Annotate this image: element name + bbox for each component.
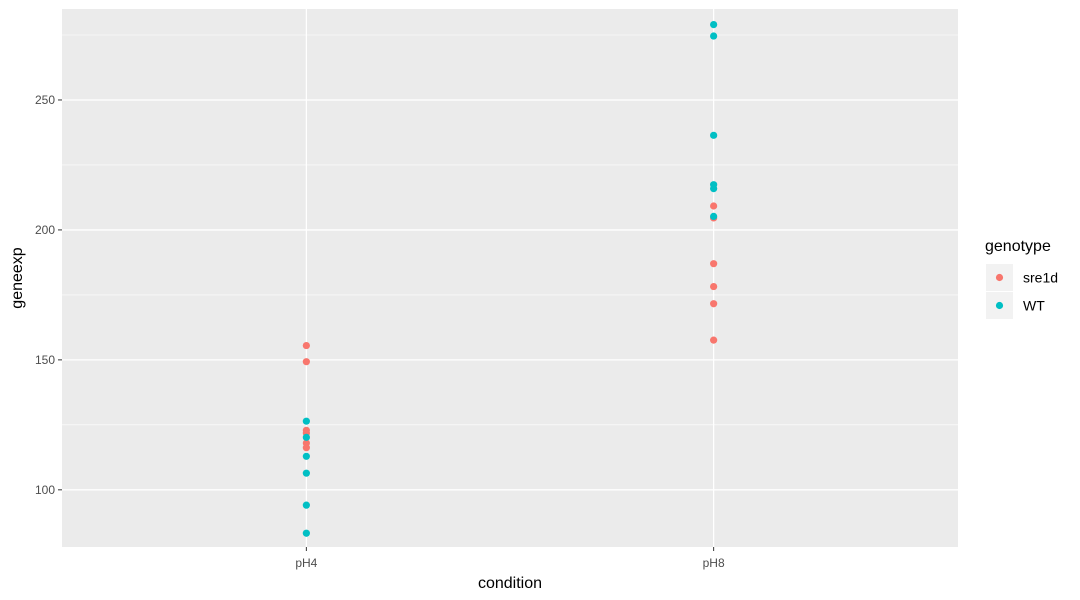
minor-gridlines	[62, 34, 958, 426]
x-tick-label: pH4	[295, 556, 317, 570]
data-point-wt	[302, 501, 310, 509]
y-tick-label: 100	[35, 483, 55, 497]
data-point-sre1d	[302, 444, 310, 452]
plot-panel	[62, 9, 958, 547]
data-point-sre1d	[710, 300, 718, 308]
legend-key-point	[995, 273, 1004, 282]
y-tick-label: 250	[35, 93, 55, 107]
y-axis-title: geneexp	[9, 247, 26, 308]
y-axis: 100 150 200 250	[35, 93, 62, 497]
legend-label: WT	[1023, 298, 1045, 314]
legend: genotype sre1d WT	[985, 238, 1058, 319]
data-point-sre1d	[710, 282, 718, 291]
data-point-wt	[710, 212, 718, 221]
data-point-sre1d	[302, 341, 310, 350]
y-tick-label: 150	[35, 353, 55, 367]
legend-label: sre1d	[1023, 270, 1058, 286]
data-point-sre1d	[710, 260, 718, 268]
legend-title: genotype	[985, 238, 1051, 255]
data-point-wt	[302, 433, 310, 441]
legend-key-point	[995, 301, 1004, 310]
data-point-wt	[302, 417, 310, 425]
x-axis: pH4 pH8	[295, 547, 725, 570]
data-point-wt	[710, 131, 718, 139]
data-point-sre1d	[710, 336, 718, 344]
data-point-wt	[302, 529, 310, 537]
data-point-wt	[302, 469, 310, 477]
x-axis-title: condition	[478, 575, 542, 592]
y-tick-label: 200	[35, 223, 55, 237]
data-point-wt	[710, 32, 718, 40]
x-tick-label: pH8	[703, 556, 725, 570]
data-point-wt	[710, 20, 718, 29]
data-point-sre1d	[710, 202, 718, 210]
data-point-wt	[710, 184, 718, 193]
data-point-sre1d	[302, 358, 310, 366]
data-points	[302, 20, 718, 537]
data-point-wt	[302, 452, 310, 460]
